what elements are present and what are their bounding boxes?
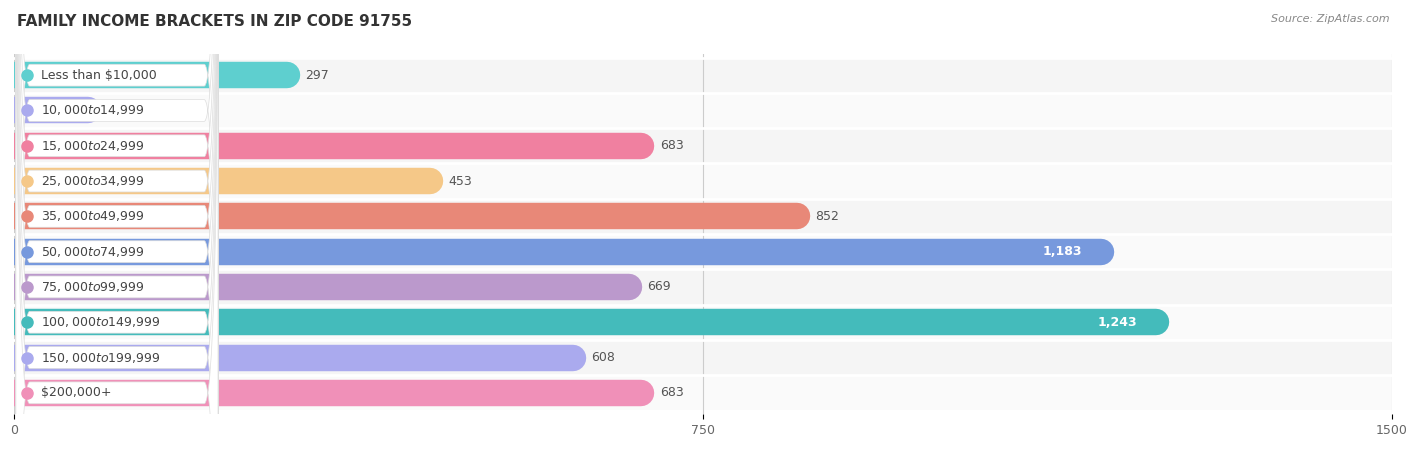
FancyBboxPatch shape bbox=[15, 0, 218, 450]
Bar bbox=[14, 163, 1392, 199]
FancyBboxPatch shape bbox=[15, 0, 218, 450]
Bar bbox=[14, 93, 1392, 128]
Text: 81: 81 bbox=[107, 104, 122, 117]
Bar bbox=[14, 305, 1392, 340]
Text: $100,000 to $149,999: $100,000 to $149,999 bbox=[41, 315, 160, 329]
Bar bbox=[14, 340, 1392, 375]
Text: $200,000+: $200,000+ bbox=[41, 386, 111, 399]
Bar bbox=[14, 128, 1392, 163]
Text: 669: 669 bbox=[647, 280, 671, 293]
Bar bbox=[14, 199, 1392, 234]
Text: $15,000 to $24,999: $15,000 to $24,999 bbox=[41, 139, 145, 153]
FancyBboxPatch shape bbox=[15, 0, 218, 450]
Text: 683: 683 bbox=[659, 386, 683, 399]
Text: 297: 297 bbox=[305, 69, 329, 82]
Text: 852: 852 bbox=[815, 210, 839, 223]
FancyBboxPatch shape bbox=[15, 0, 218, 450]
Text: $10,000 to $14,999: $10,000 to $14,999 bbox=[41, 104, 145, 117]
Text: 453: 453 bbox=[449, 175, 472, 188]
Text: FAMILY INCOME BRACKETS IN ZIP CODE 91755: FAMILY INCOME BRACKETS IN ZIP CODE 91755 bbox=[17, 14, 412, 28]
FancyBboxPatch shape bbox=[15, 0, 218, 450]
FancyBboxPatch shape bbox=[15, 0, 218, 450]
Bar bbox=[14, 58, 1392, 93]
Text: 608: 608 bbox=[591, 351, 614, 364]
Text: $150,000 to $199,999: $150,000 to $199,999 bbox=[41, 351, 160, 364]
Bar bbox=[14, 269, 1392, 305]
FancyBboxPatch shape bbox=[15, 0, 218, 450]
Text: $75,000 to $99,999: $75,000 to $99,999 bbox=[41, 280, 145, 294]
Bar bbox=[14, 234, 1392, 269]
Text: 1,183: 1,183 bbox=[1043, 245, 1083, 258]
FancyBboxPatch shape bbox=[15, 0, 218, 450]
Text: $35,000 to $49,999: $35,000 to $49,999 bbox=[41, 209, 145, 223]
Text: $50,000 to $74,999: $50,000 to $74,999 bbox=[41, 245, 145, 259]
FancyBboxPatch shape bbox=[15, 0, 218, 450]
Bar bbox=[14, 375, 1392, 410]
Text: 1,243: 1,243 bbox=[1098, 316, 1137, 329]
Text: Less than $10,000: Less than $10,000 bbox=[41, 69, 156, 82]
Text: 683: 683 bbox=[659, 139, 683, 152]
Text: Source: ZipAtlas.com: Source: ZipAtlas.com bbox=[1271, 14, 1389, 23]
Text: $25,000 to $34,999: $25,000 to $34,999 bbox=[41, 174, 145, 188]
FancyBboxPatch shape bbox=[15, 0, 218, 450]
